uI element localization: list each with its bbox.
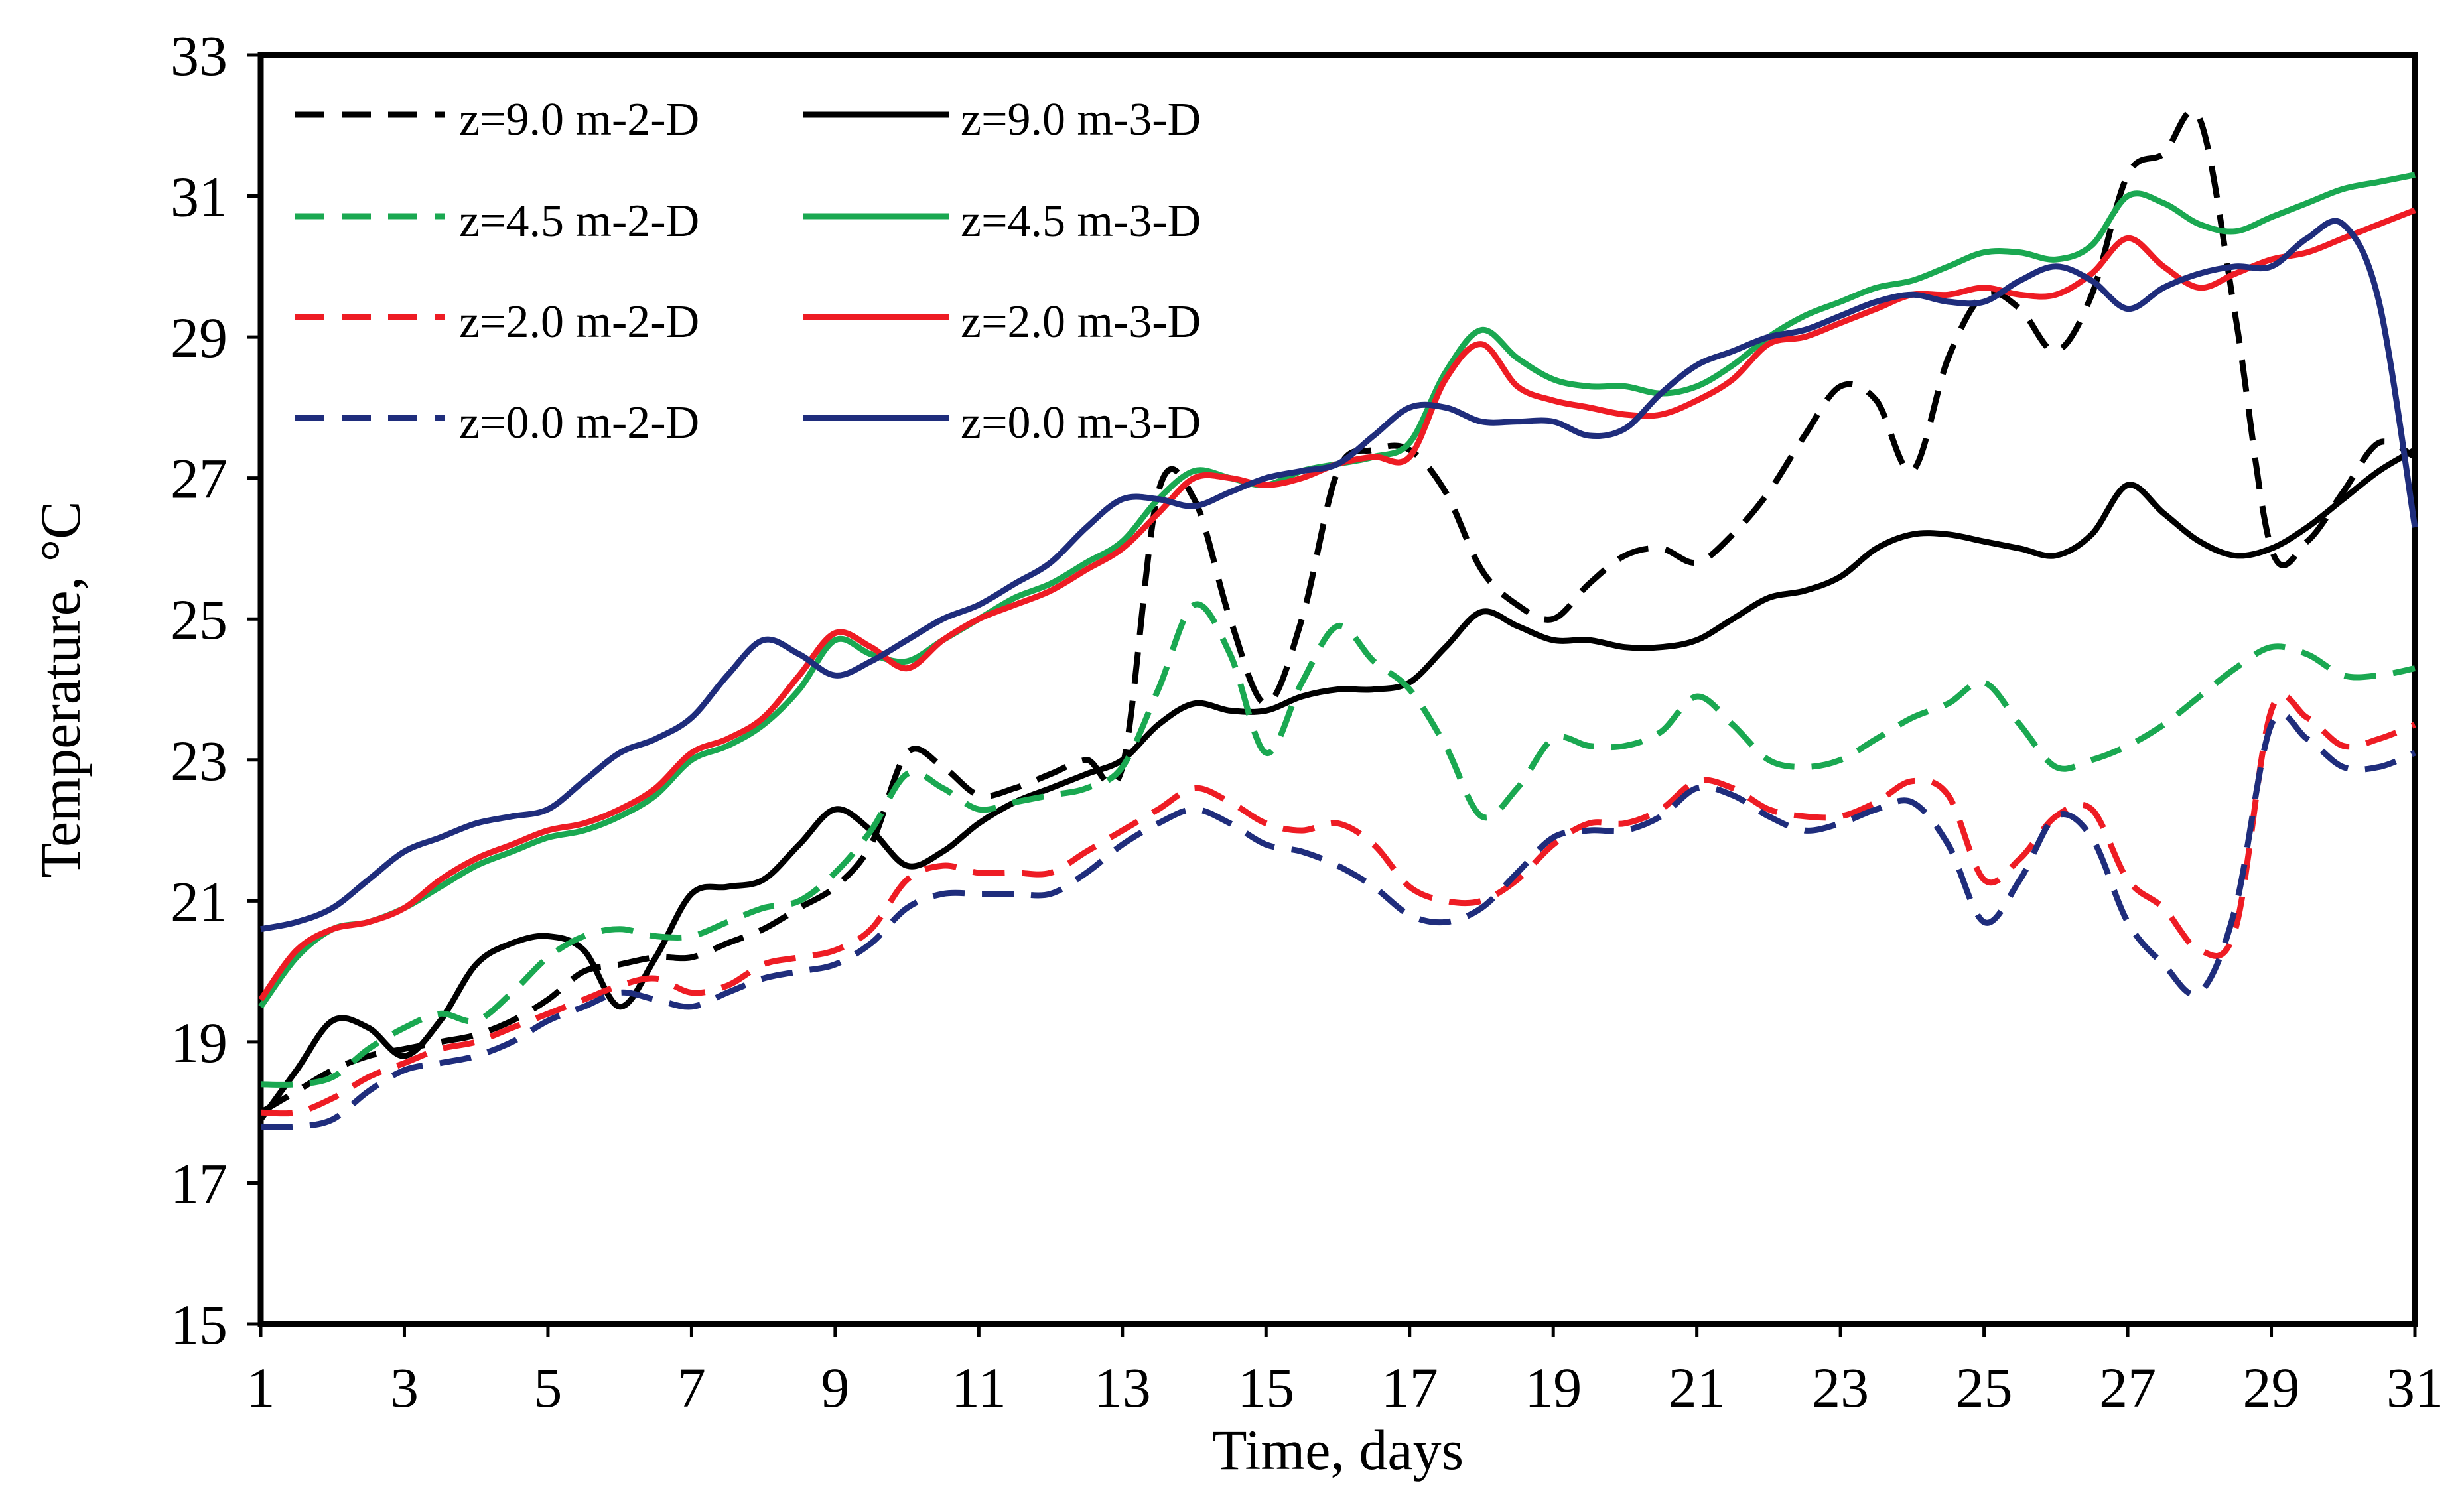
series-line-z-0-0-m-3-d [260, 218, 2418, 933]
y-tick-label: 23 [171, 729, 228, 793]
x-tick-label: 25 [1956, 1356, 2013, 1419]
series-line-z-9-0-m-2-d [259, 107, 2417, 1116]
x-tick-label: 21 [1669, 1356, 1726, 1419]
legend-label-z-2-0-m-3-d: z=2.0 m-3-D [961, 296, 1201, 348]
series-line-z-0-0-m-2-d [260, 711, 2416, 1130]
series-line-z-2-0-m-2-d [260, 692, 2416, 1117]
plot-frame [257, 52, 2418, 1327]
legend-label-z-9-0-m-3-d: z=9.0 m-3-D [961, 94, 1201, 145]
x-tick-label: 29 [2243, 1356, 2300, 1419]
y-tick-label: 15 [171, 1293, 228, 1356]
y-tick-label: 33 [171, 24, 228, 88]
y-axis-label: Temperature, °C [29, 501, 92, 878]
series-group [258, 107, 2418, 1130]
x-tick-label: 27 [2099, 1356, 2156, 1419]
x-tick-label: 19 [1525, 1356, 1582, 1419]
x-tick-label: 5 [533, 1356, 562, 1419]
legend: z=9.0 m-2-D z=9.0 m-3-D z=4.5 m-2-D z=4.5 m… [295, 94, 1201, 448]
x-tick-label: 3 [390, 1356, 419, 1419]
x-tick-label: 13 [1094, 1356, 1151, 1419]
x-tick-label: 15 [1237, 1356, 1294, 1419]
x-tick-label: 17 [1381, 1356, 1438, 1419]
x-tick-label: 11 [951, 1356, 1006, 1419]
x-tick-label: 7 [677, 1356, 706, 1419]
series-line-z-4-5-m-2-d [260, 601, 2416, 1088]
legend-label-z-4-5-m-2-d: z=4.5 m-2-D [459, 196, 699, 247]
x-axis-label: Time, days [1212, 1418, 1464, 1482]
axes: 1 3 5 7 9 11 13 15 17 19 21 23 25 27 29 311517192123252… [171, 24, 2443, 1419]
y-tick-label: 27 [171, 447, 228, 511]
y-tick-label: 19 [171, 1011, 228, 1074]
y-tick-label: 17 [171, 1151, 228, 1215]
x-tick-label: 23 [1812, 1356, 1869, 1419]
legend-label-z-2-0-m-2-d: z=2.0 m-2-D [459, 296, 699, 348]
legend-label-z-0-0-m-3-d: z=0.0 m-3-D [961, 397, 1201, 448]
x-tick-label: 9 [821, 1356, 849, 1419]
series-line-z-9-0-m-3-d [258, 447, 2417, 1122]
x-tick-label: 31 [2386, 1356, 2443, 1419]
y-tick-label: 29 [171, 306, 228, 369]
x-tick-label: 1 [247, 1356, 275, 1419]
legend-label-z-4-5-m-3-d: z=4.5 m-3-D [961, 196, 1201, 247]
y-tick-label: 21 [171, 870, 228, 933]
y-tick-label: 25 [171, 588, 228, 651]
legend-label-z-0-0-m-2-d: z=0.0 m-2-D [459, 397, 699, 448]
legend-label-z-9-0-m-2-d: z=9.0 m-2-D [459, 94, 699, 145]
y-tick-label: 31 [171, 165, 228, 229]
